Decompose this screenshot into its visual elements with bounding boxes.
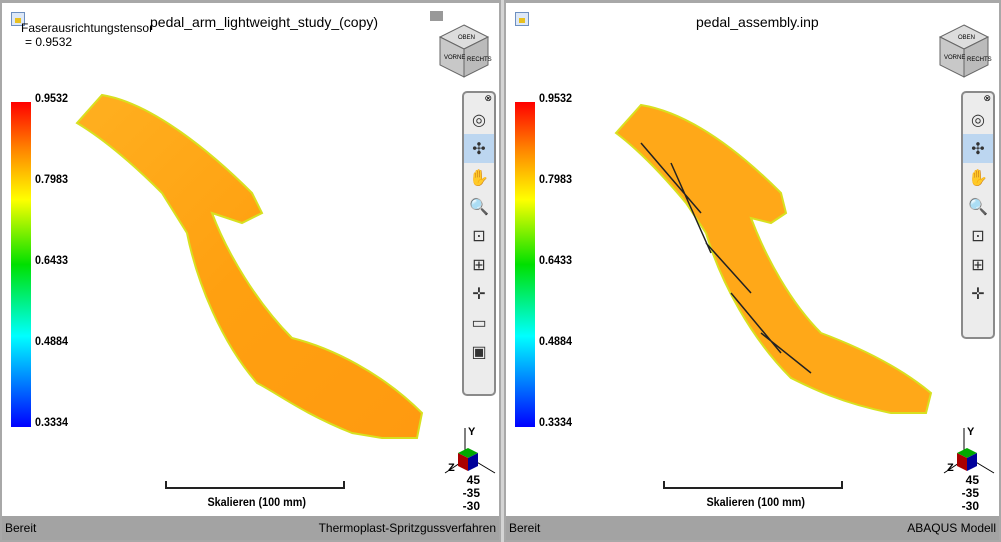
zoom-extents-icon[interactable]: ⊞ (472, 256, 486, 274)
center-icon[interactable]: ✛ (971, 285, 985, 303)
legend-value: 0.7983 (35, 172, 69, 186)
color-legend (515, 102, 535, 427)
steering-wheel-icon[interactable]: ◎ (971, 111, 985, 129)
lock-icon[interactable] (515, 12, 529, 26)
legend-value: 0.3334 (539, 415, 573, 429)
tensor-value: = 0.9532 (25, 35, 73, 49)
scale-label: Skalieren (100 mm) (706, 495, 805, 509)
lock-icon[interactable] (11, 12, 25, 26)
zoom-icon[interactable]: 🔍 (469, 198, 489, 216)
zoom-window-icon[interactable]: ⊡ (472, 227, 486, 245)
legend-value: 0.9532 (539, 91, 573, 105)
status-text: Bereit (509, 521, 541, 535)
svg-text:RECHTS: RECHTS (967, 57, 992, 63)
svg-text:OBEN: OBEN (458, 35, 475, 41)
close-icon[interactable]: ⊗ (484, 93, 492, 103)
svg-text:Z: Z (947, 462, 954, 474)
menu-icon[interactable] (430, 11, 443, 21)
solver-type: ABAQUS Modell (907, 521, 996, 535)
pedal-model[interactable] (611, 93, 951, 433)
pedal-model[interactable] (62, 83, 442, 463)
color-legend (11, 102, 31, 427)
measure-ruler-icon[interactable]: ▭ (471, 314, 487, 332)
scale-bar (663, 481, 843, 489)
view-cube[interactable]: OBEN VORNE RECHTS (436, 21, 492, 81)
pan-hand-icon[interactable]: ✋ (469, 169, 489, 187)
view-cube[interactable]: OBEN VORNE RECHTS (936, 21, 992, 81)
steering-wheel-icon[interactable]: ◎ (472, 111, 486, 129)
svg-text:RECHTS: RECHTS (467, 57, 492, 63)
svg-text:Y: Y (967, 426, 975, 438)
legend-value: 0.9532 (35, 91, 69, 105)
model-title: pedal_assembly.inp (696, 14, 819, 30)
viewport-right[interactable]: pedal_assembly.inp OBEN VORNE RECHTS 0.953… (504, 0, 1001, 542)
model-title: pedal_arm_lightweight_study_(copy) (150, 14, 379, 30)
legend-value: 0.4884 (539, 334, 573, 348)
tensor-label: Faserausrichtungstensor (21, 21, 154, 35)
zoom-window-icon[interactable]: ⊡ (971, 227, 985, 245)
close-icon[interactable]: ⊗ (983, 93, 991, 103)
viewport-left[interactable]: pedal_arm_lightweight_study_(copy) Faser… (0, 0, 501, 542)
legend-value: 0.6433 (539, 253, 573, 267)
zoom-extents-icon[interactable]: ⊞ (971, 256, 985, 274)
svg-text:VORNE: VORNE (944, 55, 965, 61)
navigation-toolbar: ⊗ ◎ ✣ ✋ 🔍 ⊡ ⊞ ✛ ▭ ▣ (462, 91, 496, 396)
status-text: Bereit (5, 521, 37, 535)
navigation-toolbar: ⊗ ◎ ✣ ✋ 🔍 ⊡ ⊞ ✛ (961, 91, 995, 339)
scale-label: Skalieren (100 mm) (207, 495, 306, 509)
svg-text:Y: Y (468, 426, 476, 438)
legend-value: 0.7983 (539, 172, 573, 186)
legend-value: 0.6433 (35, 253, 69, 267)
pan-hand-icon[interactable]: ✋ (968, 169, 988, 187)
orbit-icon[interactable]: ✣ (464, 134, 494, 163)
camera-icon[interactable]: ▣ (471, 343, 487, 361)
svg-text:OBEN: OBEN (958, 35, 975, 41)
center-icon[interactable]: ✛ (472, 285, 486, 303)
scale-bar (165, 481, 345, 489)
solver-type: Thermoplast-Spritzgussverfahren (318, 521, 496, 535)
legend-value: 0.3334 (35, 415, 69, 429)
orbit-icon[interactable]: ✣ (963, 134, 993, 163)
legend-value: 0.4884 (35, 334, 69, 348)
svg-text:VORNE: VORNE (444, 55, 465, 61)
svg-text:Z: Z (448, 462, 455, 474)
status-bar: Bereit Thermoplast-Spritzgussverfahren (2, 516, 499, 540)
zoom-icon[interactable]: 🔍 (968, 198, 988, 216)
result-label: Faserausrichtungstensor = 0.9532 (21, 21, 153, 49)
status-bar: Bereit ABAQUS Modell (506, 516, 999, 540)
